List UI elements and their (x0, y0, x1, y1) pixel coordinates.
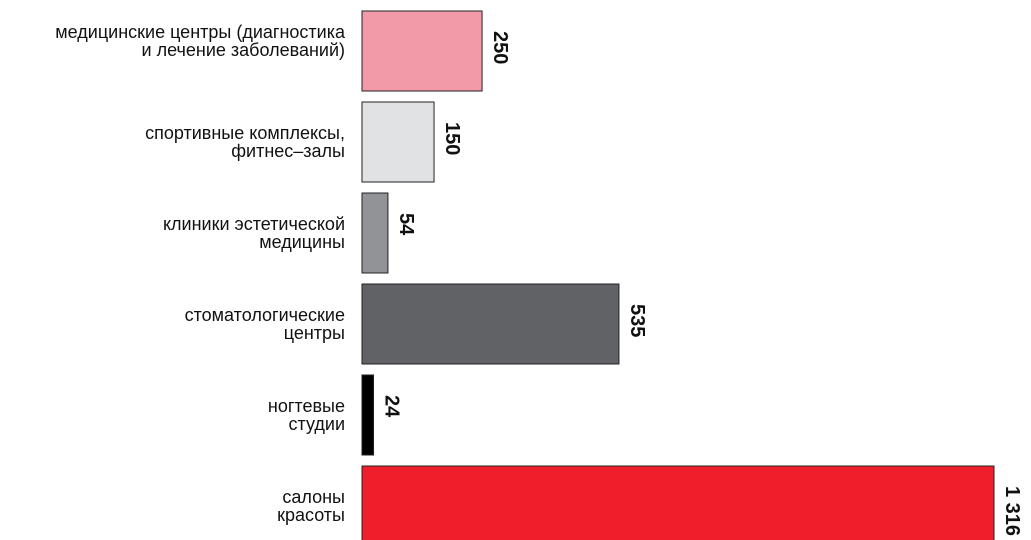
bar-1 (361, 101, 435, 183)
bar-0 (361, 10, 483, 92)
bar-4 (361, 374, 375, 456)
category-label-5: салоны красоты (277, 487, 345, 525)
category-label-1: спортивные комплексы, фитнес–залы (145, 123, 345, 161)
category-label-4: ногтевые студии (268, 396, 345, 434)
value-label-4: 24 (381, 395, 403, 418)
category-label-3: стоматологические центры (185, 305, 345, 343)
value-label-5: 1 316 (1001, 486, 1023, 536)
value-label-0: 250 (489, 31, 511, 64)
bar-5 (361, 465, 995, 540)
value-label-2: 54 (395, 213, 417, 236)
value-label-3: 535 (626, 304, 648, 337)
category-label-2: клиники эстетической медицины (163, 214, 345, 252)
category-label-0: медицинские центры (диагностика и лечение… (55, 22, 346, 60)
bar-2 (361, 192, 389, 274)
value-label-1: 150 (441, 122, 463, 155)
bar-3 (361, 283, 620, 365)
